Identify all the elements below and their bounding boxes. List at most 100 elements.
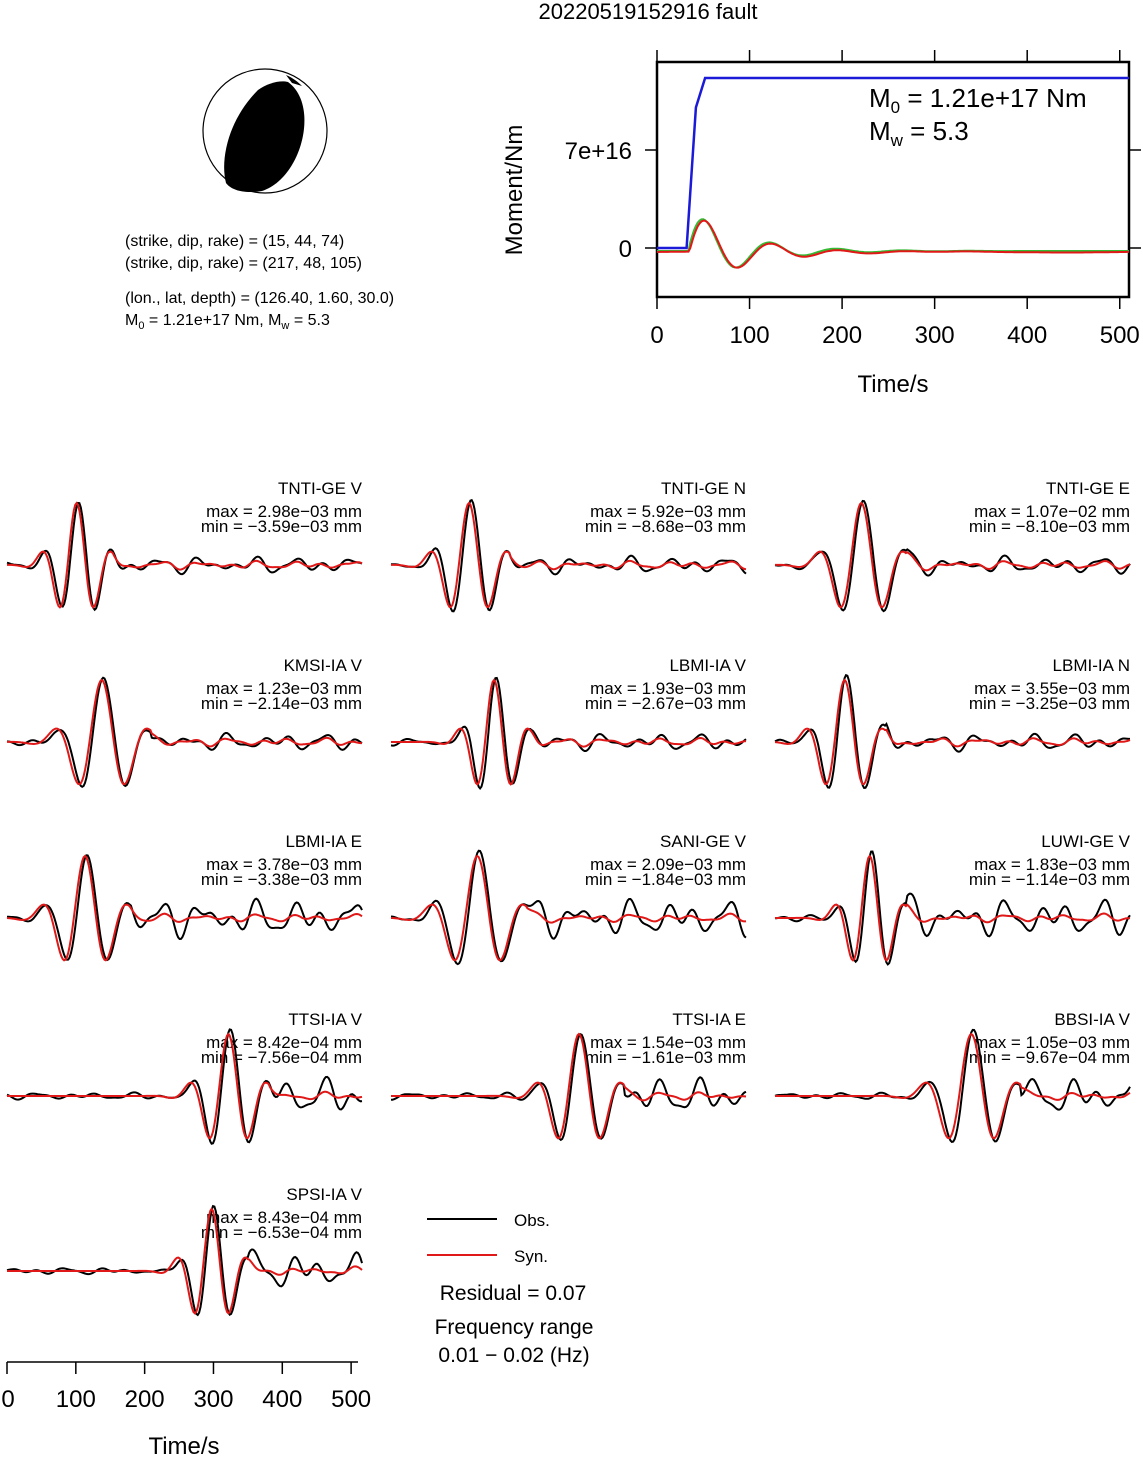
station-max: max = 2.09e−03 mm: [590, 855, 746, 874]
synthetic-waveform: [7, 1032, 363, 1140]
moment-panel-frame: [655, 60, 1131, 299]
info-line-3: (lon., lat, depth) = (126.40, 1.60, 30.0…: [125, 290, 394, 307]
bottom-time-axis: 0 100 200 300 400 500 Time/s: [1, 1361, 371, 1458]
moment-xtick-label: 500: [1100, 322, 1140, 349]
station-max: max = 1.07e−02 mm: [974, 502, 1130, 521]
station-max: max = 3.78e−03 mm: [206, 855, 362, 874]
moment-xaxis: 0 100 200 300 400 500: [650, 50, 1140, 349]
legend-obs-label: Obs.: [514, 1211, 550, 1230]
moment-rate-red: [657, 219, 1129, 269]
station-name: SANI-GE V: [660, 832, 747, 851]
station-max: max = 1.23e−03 mm: [206, 679, 362, 698]
station-min: min = −2.14e−03 mm: [201, 694, 362, 713]
station-max: max = 1.54e−03 mm: [590, 1033, 746, 1052]
legend: Obs. Syn. Residual = 0.07 Frequency rang…: [427, 1211, 593, 1367]
station-name: TNTI-GE E: [1046, 479, 1130, 498]
synthetic-waveform: [775, 1032, 1131, 1140]
station-name: TNTI-GE N: [661, 479, 746, 498]
station-max: max = 8.43e−04 mm: [206, 1208, 362, 1227]
synthetic-waveform: [6, 854, 363, 962]
station-max: max = 3.55e−03 mm: [974, 679, 1130, 698]
info-line-4: M0 = 1.21e+17 Nm, Mw = 5.3: [125, 312, 330, 332]
station-name: TNTI-GE V: [278, 479, 363, 498]
synthetic-waveform: [391, 501, 747, 609]
synthetic-waveform: [391, 1032, 747, 1140]
station-min: min = −8.10e−03 mm: [969, 517, 1130, 536]
moment-cumulative-line: [657, 76, 1129, 250]
station-name: KMSI-IA V: [284, 656, 363, 675]
bottom-xlabel: Time/s: [148, 1433, 219, 1458]
moment-xtick-label: 200: [822, 322, 862, 349]
bottom-xtick-label: 0: [1, 1386, 14, 1413]
bottom-xtick-label: 100: [56, 1386, 96, 1413]
moment-ylabel: Moment/Nm: [501, 125, 528, 256]
figure-title: 20220519152916 fault: [539, 0, 758, 24]
bottom-xtick-label: 300: [193, 1386, 233, 1413]
station-min: min = −1.14e−03 mm: [969, 870, 1130, 889]
station-max: max = 1.93e−03 mm: [590, 679, 746, 698]
synthetic-waveform: [775, 501, 1131, 609]
station-max: max = 8.42e−04 mm: [206, 1033, 362, 1052]
station-name: BBSI-IA V: [1054, 1010, 1130, 1029]
moment-panel: 0 7e+16 Moment/Nm 0 100 200 300 400 500 Time/…: [501, 50, 1141, 398]
station-min: min = −3.25e−03 mm: [969, 694, 1130, 713]
moment-annot-mw: Mw = 5.3: [869, 116, 969, 150]
station-max: max = 1.83e−03 mm: [974, 855, 1130, 874]
info-line-1: (strike, dip, rake) = (15, 44, 74): [125, 233, 344, 250]
station-name: LUWI-GE V: [1041, 832, 1130, 851]
station-min: min = −9.67e−04 mm: [969, 1048, 1130, 1067]
station-min: min = −8.68e−03 mm: [585, 517, 746, 536]
station-max: max = 1.05e−03 mm: [974, 1033, 1130, 1052]
info-line-2: (strike, dip, rake) = (217, 48, 105): [125, 255, 362, 272]
bottom-xtick-label: 500: [331, 1386, 371, 1413]
station-name: LBMI-IA V: [669, 656, 746, 675]
moment-xtick-label: 300: [915, 322, 955, 349]
station-min: min = −1.61e−03 mm: [585, 1048, 746, 1067]
observed-waveform: [774, 850, 1131, 966]
station-min: min = −3.38e−03 mm: [201, 870, 362, 889]
synthetic-waveform: [391, 854, 747, 962]
source-info: (strike, dip, rake) = (15, 44, 74) (stri…: [125, 233, 394, 332]
moment-ytick-0: 0: [619, 236, 632, 263]
observed-waveform: [6, 676, 363, 789]
station-name: LBMI-IA E: [285, 832, 362, 851]
synthetic-waveform: [7, 678, 362, 786]
frequency-value: 0.01 − 0.02 (Hz): [438, 1344, 589, 1367]
station-max: max = 5.92e−03 mm: [590, 502, 746, 521]
legend-syn-label: Syn.: [514, 1247, 548, 1266]
synthetic-waveform: [7, 1207, 363, 1315]
synthetic-waveform: [391, 678, 747, 786]
moment-xlabel: Time/s: [857, 371, 928, 398]
moment-annot-m0: M0 = 1.21e+17 Nm: [869, 83, 1087, 117]
synthetic-waveform: [7, 501, 363, 609]
station-name: SPSI-IA V: [286, 1185, 362, 1204]
bottom-xtick-label: 200: [125, 1386, 165, 1413]
station-max: max = 2.98e−03 mm: [206, 502, 362, 521]
moment-xtick-label: 100: [730, 322, 770, 349]
moment-xtick-label: 0: [650, 322, 663, 349]
station-name: LBMI-IA N: [1053, 656, 1130, 675]
moment-xtick-label: 400: [1007, 322, 1047, 349]
synthetic-waveform: [775, 854, 1131, 962]
observed-waveform: [6, 501, 363, 612]
frequency-label: Frequency range: [435, 1316, 594, 1339]
residual-text: Residual = 0.07: [440, 1282, 587, 1305]
station-min: min = −6.53e−04 mm: [201, 1223, 362, 1242]
station-name: TTSI-IA E: [672, 1010, 746, 1029]
beachball-icon: [202, 68, 328, 194]
station-min: min = −3.59e−03 mm: [201, 517, 362, 536]
